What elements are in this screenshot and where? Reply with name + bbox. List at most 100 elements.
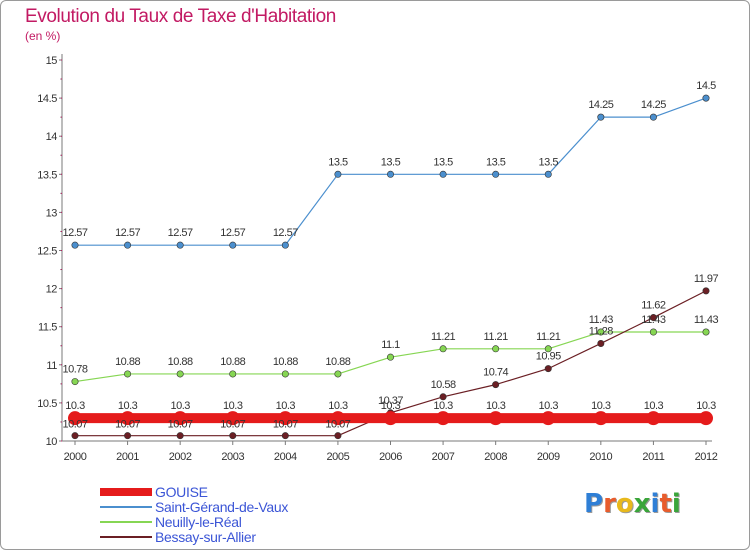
data-label: 11.28 bbox=[589, 325, 614, 337]
data-label: 11.43 bbox=[694, 314, 719, 326]
data-point bbox=[281, 241, 289, 249]
x-tick-label: 2009 bbox=[537, 451, 560, 463]
data-point bbox=[278, 411, 293, 426]
x-tick-label: 2006 bbox=[379, 451, 402, 463]
data-label: 10.88 bbox=[115, 356, 140, 368]
logo-letter: x bbox=[633, 489, 651, 519]
data-point bbox=[229, 241, 237, 249]
x-tick-label: 2002 bbox=[169, 451, 192, 463]
logo-letter: t bbox=[659, 489, 672, 519]
data-point bbox=[439, 170, 447, 178]
data-label: 12.57 bbox=[168, 227, 193, 239]
data-point bbox=[120, 411, 135, 426]
data-point bbox=[492, 345, 500, 353]
data-label: 10.3 bbox=[328, 400, 348, 412]
data-label: 14.25 bbox=[588, 99, 613, 111]
data-label: 10.3 bbox=[223, 400, 243, 412]
data-label: 11.21 bbox=[484, 331, 509, 343]
data-label: 12.57 bbox=[62, 227, 87, 239]
logo-letter: o bbox=[615, 489, 634, 519]
data-point bbox=[334, 170, 342, 178]
data-point bbox=[281, 370, 289, 378]
data-point bbox=[702, 328, 710, 336]
data-point bbox=[597, 328, 605, 336]
y-tick-label: 14 bbox=[46, 131, 58, 143]
data-point bbox=[646, 411, 661, 426]
data-point bbox=[71, 432, 79, 440]
logo-letter: r bbox=[603, 489, 616, 519]
data-label: 10.95 bbox=[536, 351, 561, 363]
data-point bbox=[68, 411, 82, 426]
data-point bbox=[649, 328, 657, 336]
data-label: 10.74 bbox=[483, 367, 508, 379]
data-label: 10.78 bbox=[62, 364, 87, 376]
data-label: 11.21 bbox=[431, 331, 456, 343]
data-point bbox=[439, 345, 447, 353]
data-label: 12.57 bbox=[115, 227, 140, 239]
data-label: 10.3 bbox=[65, 400, 85, 412]
data-point bbox=[436, 411, 451, 426]
data-point bbox=[386, 353, 394, 361]
data-point bbox=[124, 241, 132, 249]
y-tick-label: 12.5 bbox=[37, 246, 57, 258]
data-point bbox=[225, 411, 240, 426]
data-label: 14.5 bbox=[696, 80, 716, 92]
data-point bbox=[71, 241, 79, 249]
legend-swatch bbox=[100, 521, 152, 523]
series-saint-g-rand-de-vaux bbox=[71, 94, 710, 249]
data-label: 10.3 bbox=[381, 400, 401, 412]
data-label: 10.3 bbox=[644, 400, 664, 412]
data-point bbox=[124, 370, 132, 378]
data-point bbox=[649, 314, 657, 322]
x-tick-label: 2004 bbox=[274, 451, 297, 463]
data-label: 10.37 bbox=[378, 395, 403, 407]
x-tick-label: 2000 bbox=[64, 451, 87, 463]
data-point bbox=[124, 432, 132, 440]
data-label: 10.07 bbox=[62, 419, 87, 431]
legend-label: GOUISE bbox=[155, 484, 208, 500]
x-tick-label: 2007 bbox=[432, 451, 455, 463]
legend-label: Bessay-sur-Allier bbox=[155, 529, 256, 545]
data-label: 11.43 bbox=[641, 314, 666, 326]
data-label: 10.07 bbox=[325, 419, 350, 431]
data-label: 13.5 bbox=[381, 156, 401, 168]
x-tick-label: 2001 bbox=[116, 451, 139, 463]
x-tick-label: 2010 bbox=[589, 451, 612, 463]
data-label: 12.57 bbox=[220, 227, 245, 239]
data-point bbox=[702, 94, 710, 102]
legend-swatch bbox=[100, 506, 152, 508]
series-gouise bbox=[68, 411, 713, 426]
data-label: 11.97 bbox=[694, 273, 719, 285]
data-point bbox=[334, 370, 342, 378]
data-label: 10.3 bbox=[591, 400, 611, 412]
logo-letter: i bbox=[650, 489, 660, 519]
data-point bbox=[544, 365, 552, 373]
data-label: 11.43 bbox=[589, 314, 614, 326]
chart-title: Evolution du Taux de Taxe d'Habitation bbox=[25, 6, 336, 27]
data-point bbox=[176, 241, 184, 249]
x-tick-label: 2012 bbox=[695, 451, 718, 463]
proxiti-logo: Proxiti bbox=[584, 489, 681, 519]
data-point bbox=[383, 411, 398, 426]
data-label: 13.5 bbox=[433, 156, 453, 168]
chart-subtitle: (en %) bbox=[25, 29, 61, 43]
data-label: 12.57 bbox=[273, 227, 298, 239]
data-label: 10.3 bbox=[276, 400, 296, 412]
data-label: 10.88 bbox=[325, 356, 350, 368]
data-label: 10.3 bbox=[486, 400, 506, 412]
y-tick-label: 13 bbox=[46, 207, 58, 219]
y-tick-label: 13.5 bbox=[37, 169, 57, 181]
data-point bbox=[699, 411, 713, 426]
logo-letter: P bbox=[584, 489, 604, 519]
y-tick-label: 12 bbox=[46, 284, 58, 296]
y-tick-label: 10 bbox=[46, 436, 58, 448]
data-point bbox=[229, 370, 237, 378]
data-label: 10.88 bbox=[273, 356, 298, 368]
y-tick-label: 10.5 bbox=[37, 398, 57, 410]
data-label: 14.25 bbox=[641, 99, 666, 111]
data-label: 10.58 bbox=[431, 379, 456, 391]
data-point bbox=[541, 411, 556, 426]
y-tick-label: 14.5 bbox=[37, 93, 57, 105]
data-point bbox=[544, 345, 552, 353]
